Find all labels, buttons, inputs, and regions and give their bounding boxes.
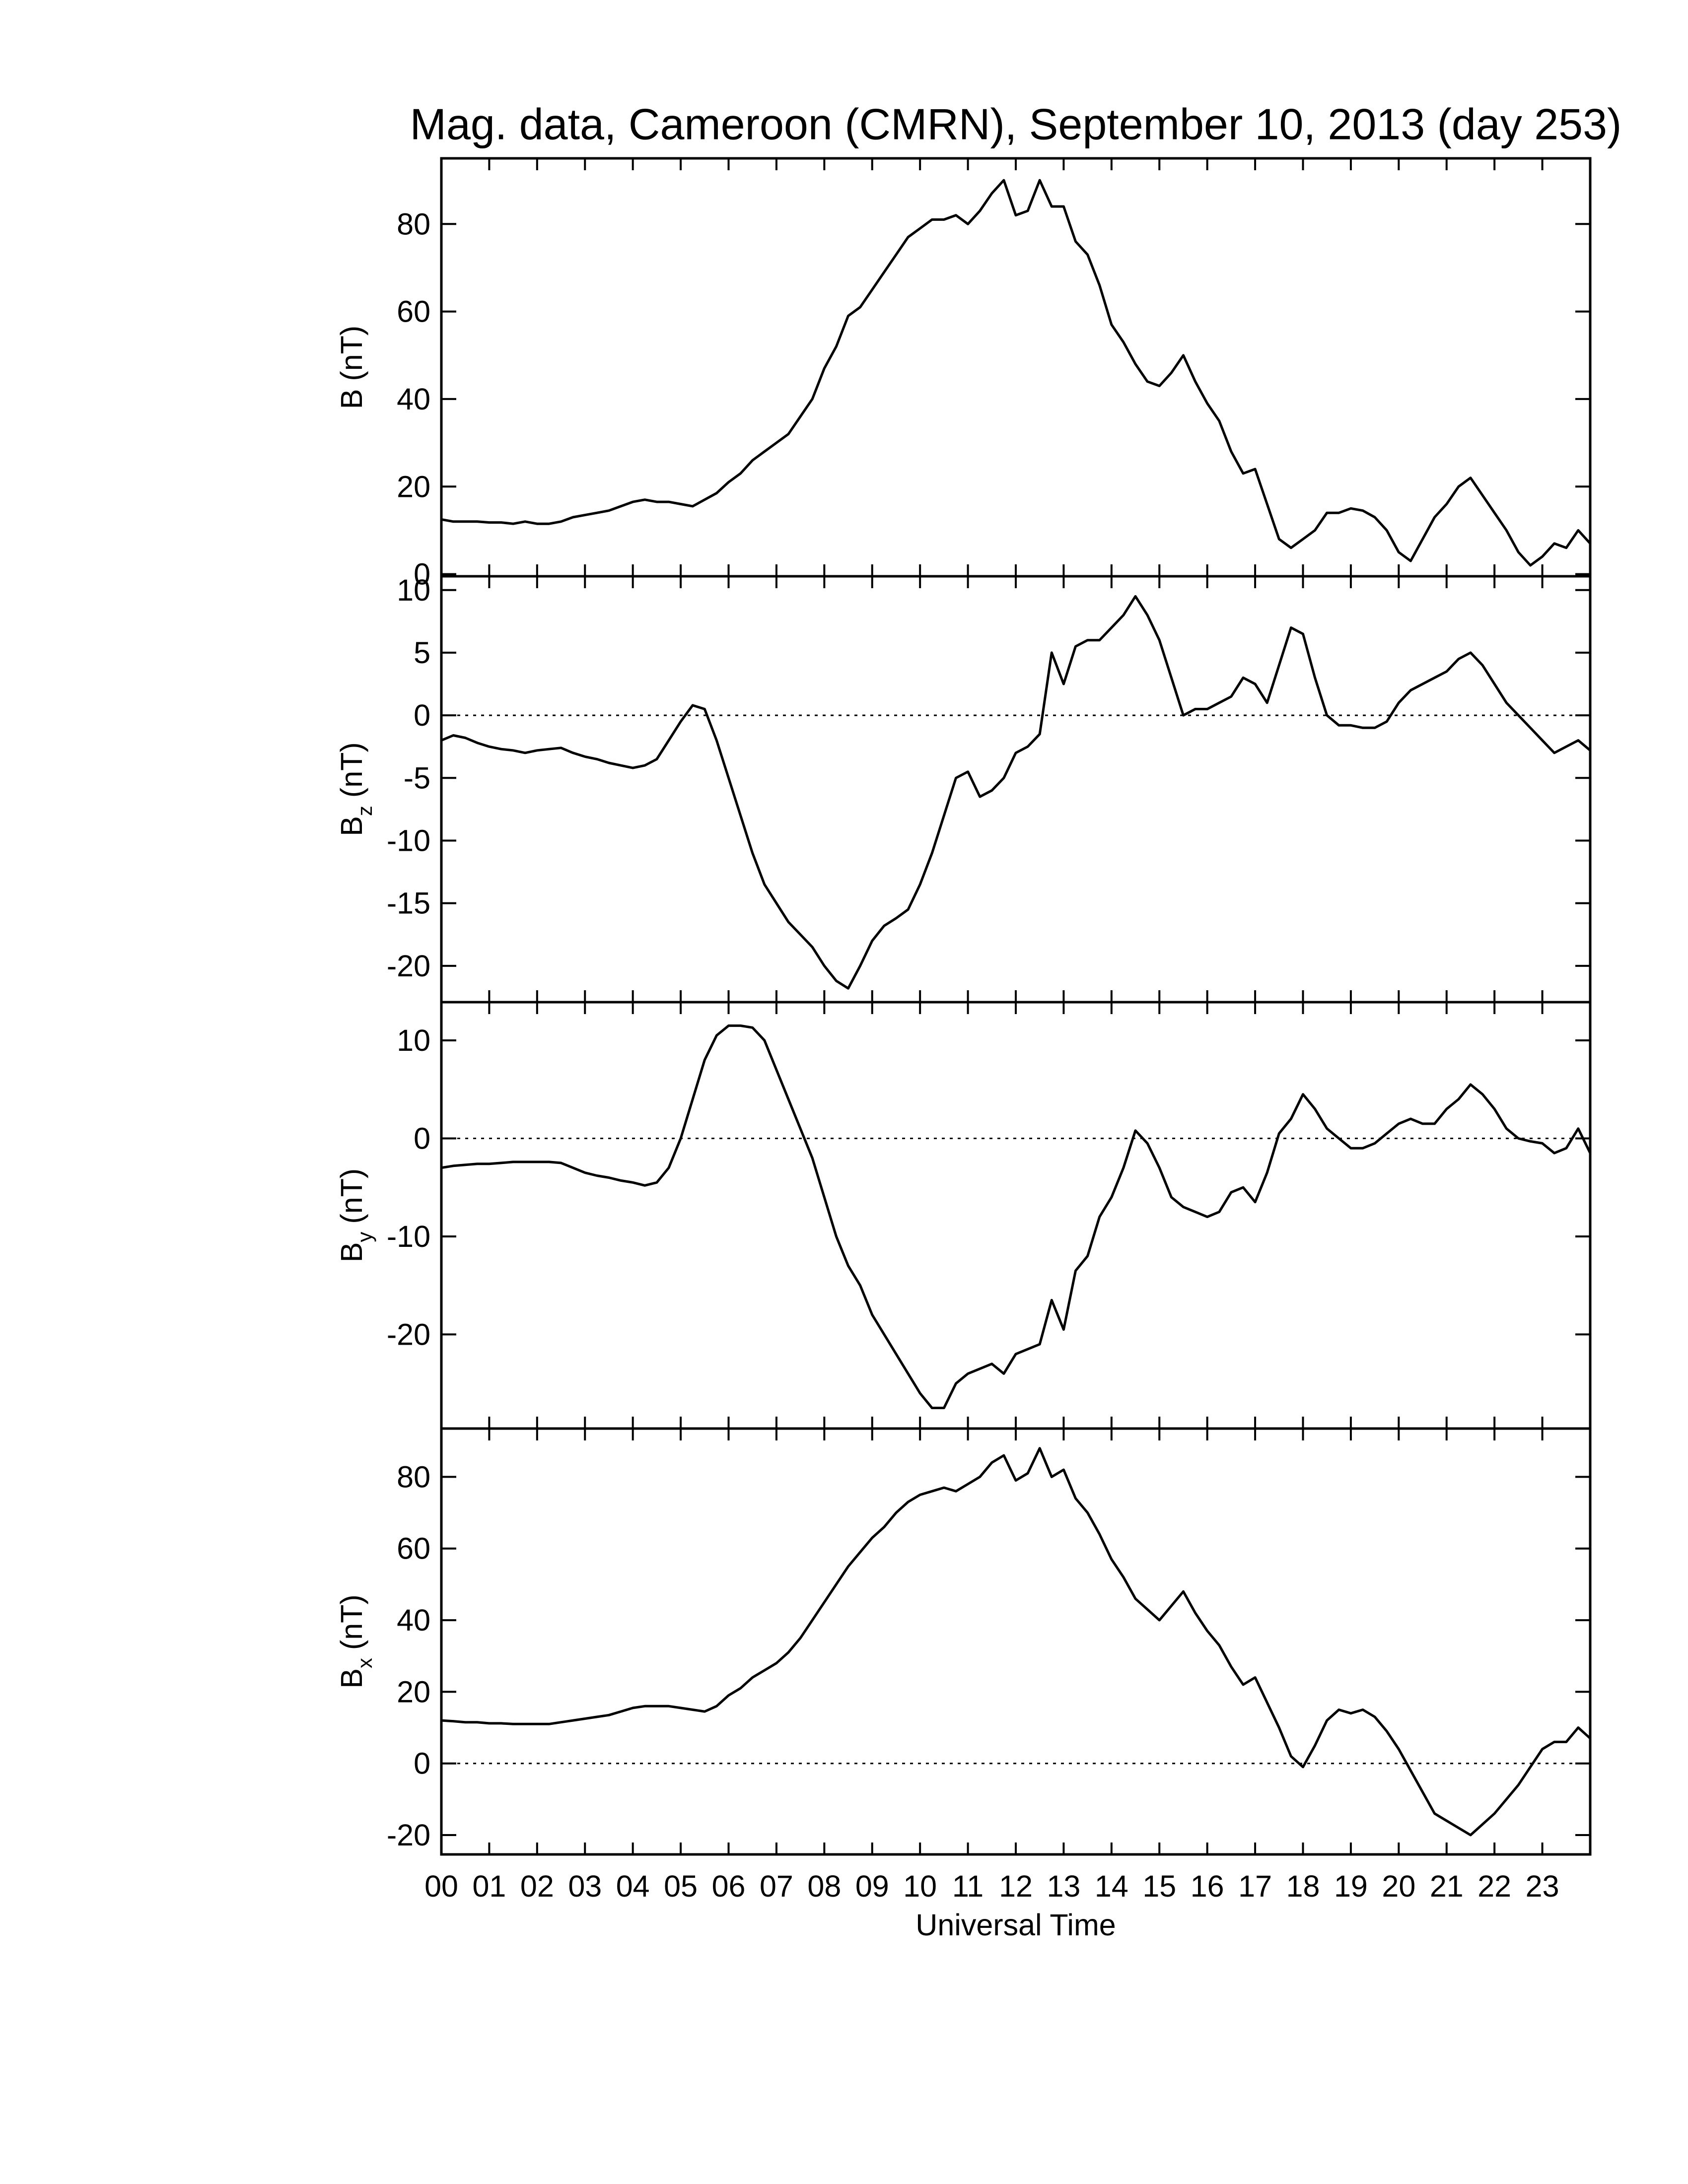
y-tick-label: 20	[397, 1675, 430, 1708]
y-tick-label: 40	[397, 382, 430, 416]
y-label-unit: (nT)	[335, 326, 368, 381]
y-axis-label: By (nT)	[335, 1168, 376, 1263]
x-tick-label: 14	[1095, 1869, 1128, 1903]
y-tick-label: 80	[397, 1460, 430, 1494]
y-tick-label: 60	[397, 1532, 430, 1566]
x-tick-label: 20	[1382, 1869, 1415, 1903]
x-tick-label: 08	[807, 1869, 841, 1903]
x-tick-label: 11	[952, 1869, 984, 1903]
y-label-unit: (nT)	[335, 1594, 368, 1650]
y-tick-label: 40	[397, 1603, 430, 1637]
x-tick-label: 19	[1334, 1869, 1368, 1903]
y-label-sub: z	[353, 806, 376, 816]
data-line	[441, 595, 1591, 990]
y-tick-label: 5	[414, 636, 430, 670]
y-tick-label: 0	[414, 1747, 430, 1780]
x-tick-label: 07	[760, 1869, 793, 1903]
y-label-base: B	[335, 1668, 368, 1689]
x-tick-label: 12	[999, 1869, 1033, 1903]
data-line	[441, 1447, 1591, 1837]
x-tick-label: 06	[712, 1869, 746, 1903]
x-tick-label: 23	[1526, 1869, 1559, 1903]
data-line	[441, 179, 1591, 567]
y-tick-label: 80	[397, 207, 430, 241]
y-tick-label: 0	[414, 557, 430, 591]
y-tick-label: -20	[387, 949, 430, 983]
y-axis-label: Bz (nT)	[335, 742, 376, 836]
x-tick-label: 18	[1286, 1869, 1320, 1903]
y-tick-label: 0	[414, 1121, 430, 1155]
x-tick-label: 02	[520, 1869, 554, 1903]
x-tick-label: 16	[1191, 1869, 1224, 1903]
y-tick-label: 10	[397, 1024, 430, 1057]
y-tick-label: -5	[404, 761, 430, 795]
y-tick-label: -20	[387, 1317, 430, 1351]
y-label-base: B	[335, 816, 368, 836]
y-label-unit: (nT)	[335, 1168, 368, 1224]
y-label-base: B	[335, 1242, 368, 1263]
y-tick-label: 0	[414, 698, 430, 732]
chart-title: Mag. data, Cameroon (CMRN), September 10…	[410, 100, 1622, 149]
y-tick-label: 10	[397, 573, 430, 607]
y-label-sub: x	[353, 1658, 376, 1668]
x-tick-label: 05	[664, 1869, 698, 1903]
x-tick-label: 21	[1430, 1869, 1464, 1903]
x-axis-label: Universal Time	[915, 1908, 1116, 1942]
y-tick-label: -20	[387, 1818, 430, 1852]
y-label-unit: (nT)	[335, 742, 368, 798]
y-axis-label: B (nT)	[335, 326, 368, 410]
y-label-base: B	[335, 389, 368, 410]
x-tick-label: 09	[855, 1869, 889, 1903]
x-tick-label: 15	[1142, 1869, 1176, 1903]
x-tick-label: 04	[616, 1869, 650, 1903]
x-tick-label: 03	[568, 1869, 602, 1903]
y-tick-label: 60	[397, 295, 430, 329]
y-tick-label: 20	[397, 470, 430, 503]
y-tick-label: -10	[387, 823, 430, 857]
x-tick-label: 00	[424, 1869, 458, 1903]
y-tick-label: -10	[387, 1220, 430, 1253]
y-axis-label: Bx (nT)	[335, 1594, 376, 1689]
x-tick-label: 10	[903, 1869, 937, 1903]
data-line	[441, 1024, 1592, 1409]
x-tick-label: 17	[1238, 1869, 1272, 1903]
x-tick-label: 01	[472, 1869, 506, 1903]
x-tick-label: 13	[1047, 1869, 1080, 1903]
y-label-sub: y	[353, 1232, 376, 1242]
x-tick-label: 22	[1477, 1869, 1511, 1903]
y-tick-label: -15	[387, 887, 430, 920]
